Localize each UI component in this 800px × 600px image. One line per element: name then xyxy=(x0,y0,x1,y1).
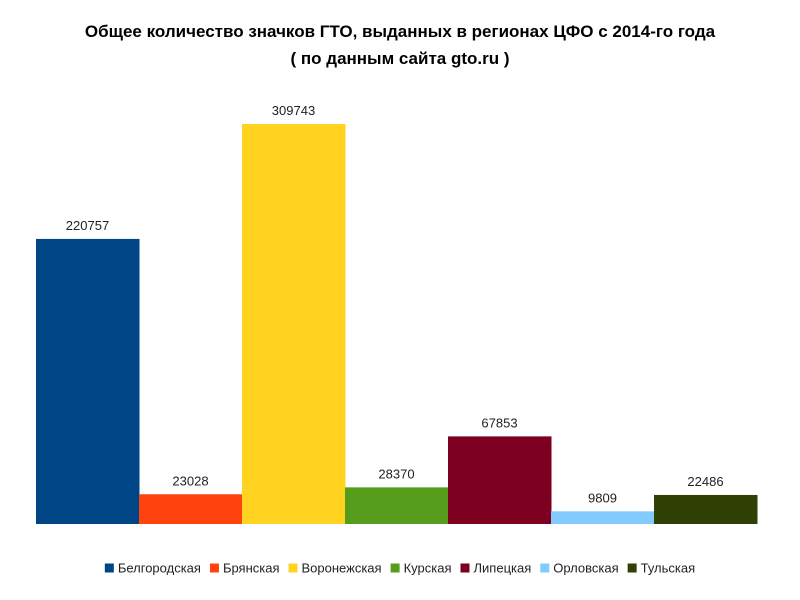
legend-label-6: Орловская xyxy=(553,561,618,576)
chart-subtitle: ( по данным сайта gto.ru ) xyxy=(290,49,510,68)
value-label-5: 67853 xyxy=(481,415,517,430)
bars-group xyxy=(36,124,758,525)
legend-label-2: Брянская xyxy=(223,561,280,576)
legend-swatch-2 xyxy=(209,563,219,573)
legend-swatch-1 xyxy=(104,563,114,573)
bar-7 xyxy=(654,494,758,524)
value-label-3: 309743 xyxy=(272,103,315,118)
legend-swatch-4 xyxy=(390,563,400,573)
value-label-6: 9809 xyxy=(588,490,617,505)
bar-1 xyxy=(36,238,140,525)
bar-3 xyxy=(242,124,346,524)
bar-2 xyxy=(139,494,243,524)
legend-swatch-7 xyxy=(627,563,637,573)
value-labels-group: 220757 23028 309743 28370 67853 9809 22486 xyxy=(66,103,724,505)
value-label-1: 220757 xyxy=(66,218,109,233)
bar-6 xyxy=(551,511,655,524)
bar-5 xyxy=(448,436,552,524)
value-label-4: 28370 xyxy=(378,466,414,481)
legend-label-5: Липецкая xyxy=(474,561,532,576)
legend-label-4: Курская xyxy=(404,561,452,576)
legend-swatch-5 xyxy=(460,563,470,573)
legend-label-3: Воронежская xyxy=(302,561,382,576)
bar-4 xyxy=(345,487,449,524)
value-label-2: 23028 xyxy=(172,473,208,488)
legend-label-1: Белгородская xyxy=(118,561,201,576)
legend: Белгородская Брянская Воронежская Курская Ли… xyxy=(104,561,696,576)
chart-title: Общее количество значков ГТО, выданных в… xyxy=(84,22,716,41)
legend-swatch-6 xyxy=(540,563,550,573)
legend-label-7: Тульская xyxy=(641,561,696,576)
value-label-7: 22486 xyxy=(687,474,723,489)
legend-swatch-3 xyxy=(288,563,298,573)
